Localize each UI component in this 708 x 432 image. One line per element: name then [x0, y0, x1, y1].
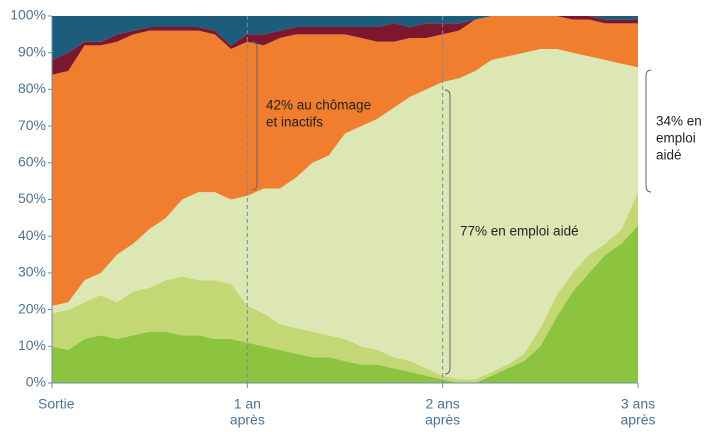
area: [52, 16, 638, 306]
annotation: 77% en emploi aidé: [460, 224, 579, 239]
x-tick-label: après: [425, 412, 460, 428]
y-tick-label: 80%: [18, 80, 46, 96]
annotation: emploi: [656, 131, 696, 146]
y-tick-label: 60%: [18, 154, 46, 170]
x-tick-label: 3 ans: [621, 396, 655, 412]
y-tick-label: 90%: [18, 43, 46, 59]
x-tick-label: après: [230, 412, 265, 428]
y-tick-label: 10%: [18, 337, 46, 353]
area: [52, 192, 638, 383]
annotation: aidé: [656, 148, 682, 163]
y-tick-label: 20%: [18, 300, 46, 316]
area: [52, 16, 638, 75]
annotation: 34% en: [656, 114, 702, 129]
x-tick-label: 1 an: [234, 396, 261, 412]
x-tick-label: 2 ans: [426, 396, 460, 412]
y-tick-label: 50%: [18, 190, 46, 206]
bracket: [251, 41, 258, 191]
annotation: et inactifs: [266, 115, 323, 130]
annotation: 42% au chômage: [266, 98, 371, 113]
y-tick-label: 30%: [18, 264, 46, 280]
y-tick-label: 0%: [26, 374, 46, 390]
bracket: [645, 69, 652, 193]
y-tick-label: 70%: [18, 117, 46, 133]
x-tick-label: après: [620, 412, 655, 428]
y-tick-label: 40%: [18, 227, 46, 243]
area: [52, 16, 638, 61]
area: [52, 49, 638, 380]
y-tick-label: 100%: [10, 7, 46, 23]
x-tick-label: Sortie: [38, 396, 75, 412]
bracket: [444, 89, 451, 375]
area: [52, 225, 638, 383]
